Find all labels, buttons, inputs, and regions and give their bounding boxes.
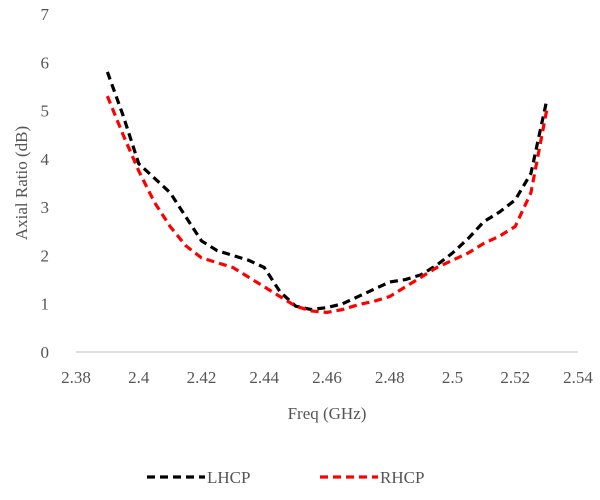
series-line-rhcp xyxy=(105,95,549,315)
y-tick-label: 3 xyxy=(41,198,50,217)
x-axis-title: Freq (GHz) xyxy=(288,404,367,423)
legend-item-rhcp: RHCP xyxy=(320,468,424,487)
axes-layer: 2.38 2.4 2.42 2.44 2.46 2.48 2.5 2.52 2.54 0 1 2 3 4 5… xyxy=(12,5,593,423)
y-tick-label: 1 xyxy=(41,295,50,314)
x-tick-label: 2.38 xyxy=(61,368,91,387)
x-tick-label: 2.4 xyxy=(128,368,150,387)
x-tick-label: 2.52 xyxy=(500,368,530,387)
y-axis-title: Axial Ratio (dB) xyxy=(12,126,31,240)
x-tick-label: 2.42 xyxy=(187,368,217,387)
y-tick-label: 7 xyxy=(41,5,50,24)
legend-item-lhcp: LHCP xyxy=(147,468,250,487)
x-tick-label: 2.48 xyxy=(375,368,405,387)
y-tick-label: 4 xyxy=(41,150,50,169)
y-tick-label: 0 xyxy=(41,343,50,362)
x-tick-label: 2.46 xyxy=(312,368,342,387)
x-tick-label: 2.54 xyxy=(563,368,593,387)
legend-label: LHCP xyxy=(207,468,250,487)
legend-label: RHCP xyxy=(380,468,424,487)
series-line-lhcp xyxy=(105,71,549,312)
x-tick-label: 2.44 xyxy=(249,368,279,387)
y-tick-label: 6 xyxy=(41,53,50,72)
series-layer xyxy=(105,71,549,315)
x-tick-label: 2.5 xyxy=(442,368,463,387)
y-tick-label: 5 xyxy=(41,102,50,121)
y-tick-label: 2 xyxy=(41,246,50,265)
legend: LHCP RHCP xyxy=(147,468,424,487)
